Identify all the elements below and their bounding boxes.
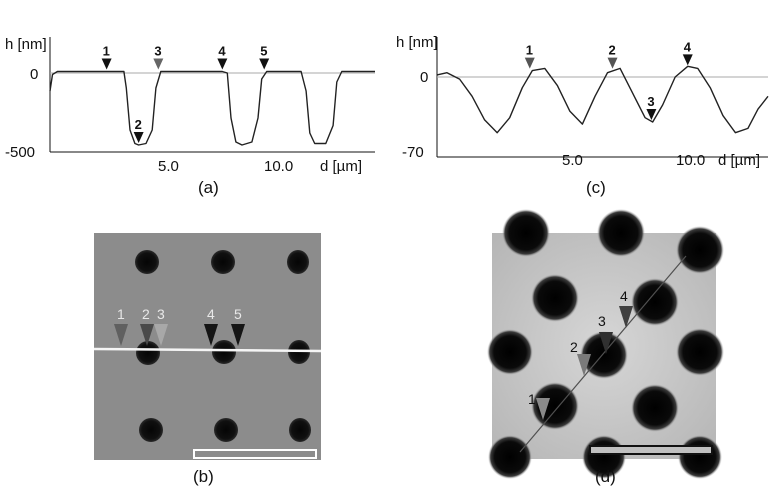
marker-5-label: 5 [234,306,242,322]
y-axis-label: h [nm] [396,34,438,51]
marker-1-label: 1 [103,44,110,59]
marker-4-icon [619,306,633,328]
hole [531,274,579,322]
y-tick-0: 0 [420,69,428,86]
image-panel-b: 1 2 3 4 5 (b) [93,233,322,486]
panel-label-b: (b) [193,467,214,486]
marker-3-icon [646,109,657,120]
marker-1-icon [114,324,128,346]
marker-1-icon [536,398,550,420]
marker-2-label: 2 [135,117,142,132]
marker-4-icon [204,324,218,346]
marker-1-icon [524,57,535,69]
marker-4-label: 4 [620,288,628,304]
marker-2-icon [577,354,591,376]
marker-3-label: 3 [598,313,606,329]
marker-5-label: 5 [260,44,267,59]
marker-4-label: 4 [207,306,215,322]
profile-line [436,65,769,134]
marker-3-label: 3 [157,306,165,322]
hole [135,250,159,274]
hole [502,209,550,257]
marker-4-label: 4 [684,39,692,54]
hole [139,418,163,442]
image-panel-d: 1 2 3 4 (d) [487,209,724,486]
hole [531,382,579,430]
x-axis-label: d [µm] [320,158,362,175]
marker-2-label: 2 [142,306,150,322]
marker-1-label: 1 [528,391,536,407]
marker-4-label: 4 [218,44,226,59]
marker-3-icon [154,324,168,346]
panel-label-d: (d) [595,467,616,486]
scale-bar [193,449,317,459]
hole [678,435,722,479]
hole [136,341,160,365]
hole [212,340,236,364]
marker-1-label: 1 [526,43,533,58]
hole [487,329,533,375]
marker-3-icon [153,58,164,70]
marker-3-label: 3 [154,44,161,59]
scale-bar [589,445,713,455]
panel-label-a: (a) [198,178,219,197]
hole [287,250,309,274]
x-axis-label: d [µm] [718,152,760,169]
marker-3-icon [599,332,613,354]
hole [488,435,532,479]
x-tick-10: 10.0 [676,152,705,169]
panel-label-c: (c) [586,178,606,197]
scan-line [93,347,322,353]
y-axis-label: h [nm] [5,36,47,53]
y-tick-minus-500: -500 [5,144,35,161]
hole [631,278,679,326]
y-tick-minus-70: -70 [402,144,424,161]
x-tick-5: 5.0 [562,152,583,169]
hole [597,209,645,257]
marker-2-label: 2 [570,339,578,355]
marker-2-icon [140,324,154,346]
hole [631,384,679,432]
hole [211,250,235,274]
image-background [94,233,321,460]
x-tick-5: 5.0 [158,158,179,175]
profile-line [49,70,375,146]
marker-5-icon [231,324,245,346]
marker-5-icon [259,58,270,70]
marker-4-icon [217,58,228,70]
y-tick-0: 0 [30,66,38,83]
marker-2-label: 2 [609,43,616,58]
marker-4-icon [682,54,693,66]
marker-3-label: 3 [647,94,654,109]
hole [289,418,311,442]
hole [676,328,724,376]
marker-2-icon [133,132,144,143]
scan-line [519,255,687,453]
hole [676,226,724,274]
hole [214,418,238,442]
profile-chart-c: h [nm] 0 -70 5.0 10.0 d [µm] 1 2 3 4 (c) [396,34,769,197]
marker-1-icon [101,58,112,70]
marker-1-label: 1 [117,306,125,322]
x-tick-10: 10.0 [264,158,293,175]
marker-2-icon [607,57,618,69]
profile-chart-a: h [nm] 0 -500 5.0 10.0 d [µm] 1 2 3 4 5 (a) [5,36,375,197]
